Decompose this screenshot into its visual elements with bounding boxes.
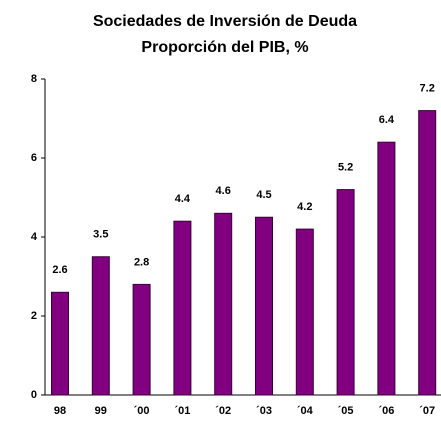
value-label: 6.4 bbox=[379, 114, 395, 126]
bar bbox=[132, 283, 151, 396]
x-tick-label: ´04 bbox=[297, 405, 314, 417]
value-label: 4.5 bbox=[256, 189, 271, 201]
chart-subtitle: Proporción del PIB, % bbox=[141, 39, 308, 56]
x-tick-label: ´07 bbox=[419, 405, 435, 417]
x-tick-label: ´00 bbox=[134, 405, 150, 417]
value-label: 2.8 bbox=[134, 256, 149, 268]
y-tick-label: 0 bbox=[31, 389, 37, 401]
y-tick-label: 6 bbox=[31, 152, 37, 164]
bar bbox=[295, 228, 314, 396]
x-tick-label: 99 bbox=[95, 405, 107, 417]
bar bbox=[91, 256, 110, 396]
value-label: 4.4 bbox=[175, 193, 191, 205]
bar bbox=[173, 220, 192, 396]
value-label: 5.2 bbox=[338, 162, 353, 174]
y-tick-label: 8 bbox=[31, 73, 37, 85]
x-tick-label: ´06 bbox=[378, 405, 394, 417]
value-label: 4.2 bbox=[297, 201, 312, 213]
x-tick-label: ´01 bbox=[174, 405, 190, 417]
bar bbox=[336, 189, 355, 396]
y-tick-label: 4 bbox=[31, 231, 38, 243]
x-tick-label: ´02 bbox=[215, 405, 231, 417]
value-label: 2.6 bbox=[52, 264, 67, 276]
value-label: 7.2 bbox=[420, 83, 435, 95]
bar bbox=[418, 110, 437, 396]
bar bbox=[377, 141, 396, 396]
x-tick-label: 98 bbox=[54, 405, 66, 417]
value-label: 4.6 bbox=[216, 185, 231, 197]
bar bbox=[51, 291, 69, 396]
x-tick-label: ´05 bbox=[338, 405, 354, 417]
value-label: 3.5 bbox=[93, 229, 108, 241]
bar bbox=[255, 216, 273, 396]
chart-title: Sociedades de Inversión de Deuda bbox=[93, 13, 357, 30]
y-tick-label: 2 bbox=[31, 310, 37, 322]
bar bbox=[214, 212, 233, 396]
x-tick-label: ´03 bbox=[256, 405, 272, 417]
